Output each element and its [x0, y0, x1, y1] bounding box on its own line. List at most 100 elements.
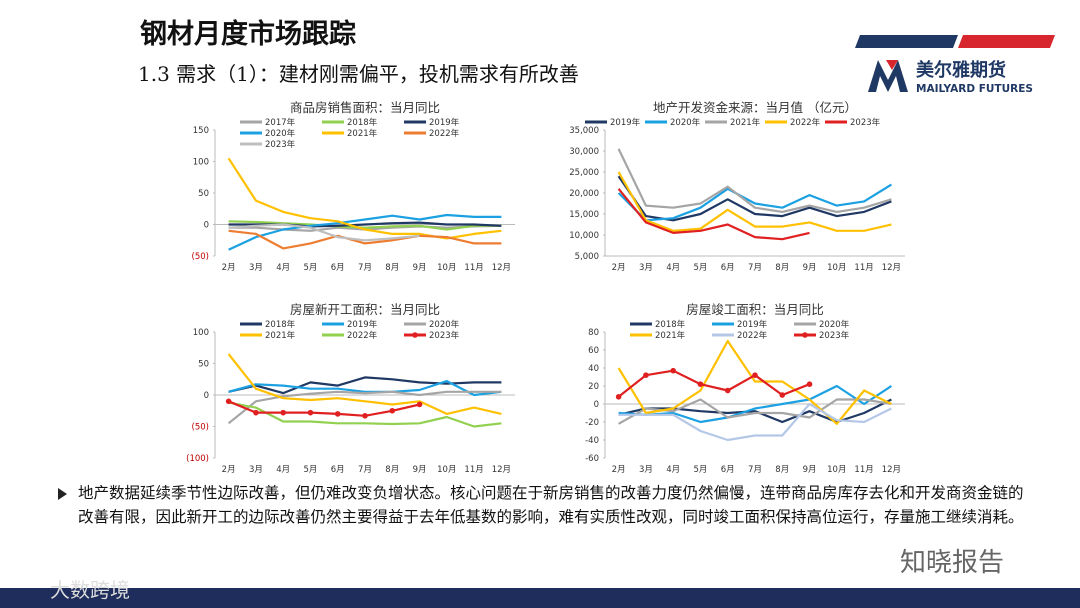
series-line	[228, 229, 502, 250]
x-tick-label: 4月	[276, 465, 290, 475]
y-tick-label: 100	[193, 158, 209, 168]
x-tick-label: 5月	[693, 465, 707, 475]
y-tick-label: 150	[193, 126, 209, 136]
series-marker	[334, 411, 341, 417]
watermark: 知晓报告	[900, 548, 1005, 578]
y-tick-label: 10,000	[569, 231, 599, 241]
x-tick-label: 7月	[748, 263, 762, 273]
y-tick-label: -40	[585, 436, 599, 446]
x-tick-label: 2月	[222, 465, 236, 475]
x-tick-label: 8月	[385, 263, 399, 273]
chart: 房屋新开工面积：当月同比 100 50 0 (50) (100) 2月 3月 4月 5月 6月 7月 8…	[186, 302, 515, 475]
series-marker	[697, 381, 704, 387]
x-tick-label: 4月	[666, 263, 680, 273]
y-tick-label: 80	[588, 328, 599, 338]
x-tick-label: 9月	[803, 465, 817, 475]
x-tick-label: 9月	[803, 263, 817, 273]
series-line	[618, 384, 893, 424]
x-tick-label: 10月	[827, 263, 846, 273]
logo: 美尔雅期货 MAILYARD FUTURES	[855, 35, 1055, 95]
y-tick-label: 25,000	[569, 168, 599, 178]
slide-subtitle: 1.3 需求（1）：建材刚需偏平，投机需求有所改善	[138, 62, 579, 86]
legend-label: 2018年	[347, 117, 378, 128]
legend-label: 2019年	[610, 117, 641, 128]
body-text: 地产数据延续季节性边际改善，但仍难改变负增状态。核心问题在于新房销售的改善力度仍…	[78, 484, 1024, 526]
x-tick-label: 9月	[413, 465, 427, 475]
legend-label: 2021年	[265, 330, 296, 341]
legend-label: 2022年	[429, 128, 460, 139]
series-marker	[362, 412, 368, 419]
y-tick-label: 60	[588, 346, 599, 356]
x-tick-label: 6月	[331, 263, 345, 273]
chart-title: 房屋新开工面积：当月同比	[290, 302, 440, 317]
x-tick-label: 4月	[666, 465, 680, 475]
series-marker	[307, 409, 314, 416]
legend-marker	[802, 332, 808, 338]
series-line	[228, 380, 502, 397]
series-marker	[752, 372, 758, 378]
x-tick-label: 5月	[303, 465, 317, 475]
x-tick-label: 12月	[882, 263, 901, 273]
x-tick-label: 5月	[303, 263, 317, 273]
x-tick-label: 12月	[492, 263, 511, 273]
chart-title: 商品房销售面积：当月同比	[290, 100, 440, 115]
x-tick-label: 3月	[249, 263, 263, 273]
x-tick-label: 12月	[492, 465, 511, 475]
x-tick-label: 6月	[331, 465, 345, 475]
series-marker	[225, 398, 232, 405]
series-marker	[643, 372, 649, 378]
chart: 商品房销售面积：当月同比 150 100 50 0 (50) 2月 3月 4月 5月 6月 7月 8月 9…	[192, 100, 515, 273]
x-tick-label: 6月	[721, 263, 735, 273]
x-tick-label: 7月	[358, 465, 372, 475]
legend-label: 2023年	[265, 139, 296, 150]
series-line	[617, 369, 810, 398]
y-tick-label: (50)	[192, 252, 209, 262]
y-tick-label: -20	[585, 418, 599, 428]
x-tick-label: 8月	[775, 465, 789, 475]
chart: 房屋竣工面积：当月同比 80 60 40 20 0 -20 -40 -60 2月 3月 4月 5月 6月 7…	[585, 302, 905, 475]
legend-label: 2021年	[655, 330, 686, 341]
x-tick-label: 4月	[276, 263, 290, 273]
chart-title: 房屋竣工面积：当月同比	[686, 302, 824, 317]
series-marker	[724, 387, 731, 394]
series-line	[228, 376, 502, 395]
x-tick-label: 7月	[358, 263, 372, 273]
series-line	[617, 183, 892, 222]
y-tick-label: 0	[204, 391, 209, 401]
series-marker	[779, 392, 786, 398]
x-tick-label: 11月	[464, 465, 483, 475]
x-tick-label: 11月	[464, 263, 483, 273]
legend-marker	[412, 332, 418, 338]
legend-label: 2022年	[737, 330, 768, 341]
series-line	[618, 402, 892, 442]
x-tick-label: 3月	[639, 465, 653, 475]
y-tick-label: 0	[204, 221, 209, 231]
y-tick-label: 15,000	[569, 210, 599, 220]
series-marker	[806, 381, 813, 387]
x-tick-label: 3月	[639, 263, 653, 273]
series-line	[228, 223, 420, 242]
series-line	[617, 175, 892, 222]
x-tick-label: 12月	[882, 465, 901, 475]
legend-label: 2023年	[819, 330, 850, 341]
y-tick-label: 5,000	[575, 252, 599, 262]
legend-label: 2021年	[347, 128, 378, 139]
series-line	[227, 390, 502, 425]
series-marker	[615, 394, 622, 400]
y-tick-label: 35,000	[569, 126, 599, 136]
series-line	[617, 339, 892, 425]
x-tick-label: 11月	[854, 263, 873, 273]
chart: 地产开发资金来源：当月值 （亿元） 35,000 30,000 25,000 20,00…	[569, 100, 905, 273]
x-tick-label: 10月	[827, 465, 846, 475]
bullet	[58, 488, 67, 500]
legend-label: 2022年	[347, 330, 378, 341]
series-marker	[253, 409, 259, 416]
series-line	[228, 400, 420, 417]
x-tick-label: 2月	[612, 263, 626, 273]
y-tick-label: 20,000	[569, 189, 599, 199]
y-tick-label: 50	[198, 189, 209, 199]
legend-label: 2020年	[670, 117, 701, 128]
legend-label: 2021年	[730, 117, 761, 128]
legend-label: 2023年	[429, 330, 460, 341]
series-line	[617, 148, 892, 213]
